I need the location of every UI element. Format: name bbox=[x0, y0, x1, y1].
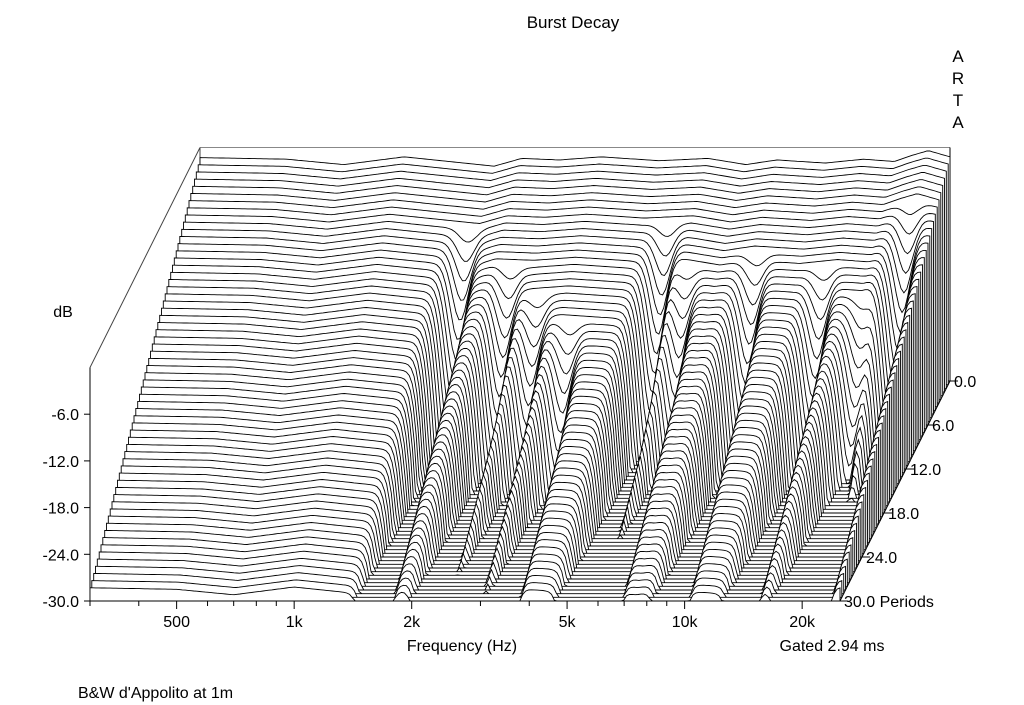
footnote: B&W d'Appolito at 1m bbox=[78, 685, 233, 702]
y-tick-label: -18.0 bbox=[43, 501, 80, 518]
y-tick-label: -12.0 bbox=[43, 454, 80, 471]
logo-letter-4: A bbox=[952, 113, 964, 132]
logo-letter-3: T bbox=[953, 91, 963, 110]
y-axis-label: dB bbox=[53, 304, 73, 321]
z-tick-label: 12.0 bbox=[910, 462, 941, 479]
decay-slices bbox=[89, 150, 951, 602]
x-axis-label: Frequency (Hz) bbox=[407, 638, 517, 655]
arta-logo: A R T A bbox=[952, 47, 964, 132]
decay-slice bbox=[89, 586, 841, 602]
y-tick-label: -30.0 bbox=[43, 594, 80, 611]
z-tick-label: 30.0 Periods bbox=[844, 594, 934, 611]
y-axis-ticks: -6.0 -12.0 -18.0 -24.0 -30.0 bbox=[43, 407, 90, 611]
x-tick-label: 20k bbox=[789, 614, 816, 631]
x-tick-label: 2k bbox=[403, 614, 421, 631]
chart-title: Burst Decay bbox=[527, 13, 620, 32]
y-tick-label: -24.0 bbox=[43, 547, 80, 564]
logo-letter-1: A bbox=[952, 47, 964, 66]
x-axis-ticks: 500 1k 2k 5k 10k 20k bbox=[89, 601, 816, 631]
z-tick-label: 6.0 bbox=[932, 418, 954, 435]
z-axis-ticks: 0.0 6.0 12.0 18.0 24.0 30.0 Periods bbox=[840, 374, 976, 611]
x-tick-label: 1k bbox=[286, 614, 304, 631]
logo-letter-2: R bbox=[952, 69, 964, 88]
frame-top-left-edge bbox=[89, 147, 201, 368]
x-tick-label: 500 bbox=[163, 614, 190, 631]
z-tick-label: 18.0 bbox=[888, 506, 919, 523]
z-tick-label: 0.0 bbox=[954, 374, 976, 391]
y-tick-label: -6.0 bbox=[51, 407, 79, 424]
x-tick-label: 10k bbox=[672, 614, 699, 631]
x-tick-label: 5k bbox=[559, 614, 577, 631]
z-tick-label: 24.0 bbox=[866, 550, 897, 567]
gating-note: Gated 2.94 ms bbox=[780, 638, 885, 655]
